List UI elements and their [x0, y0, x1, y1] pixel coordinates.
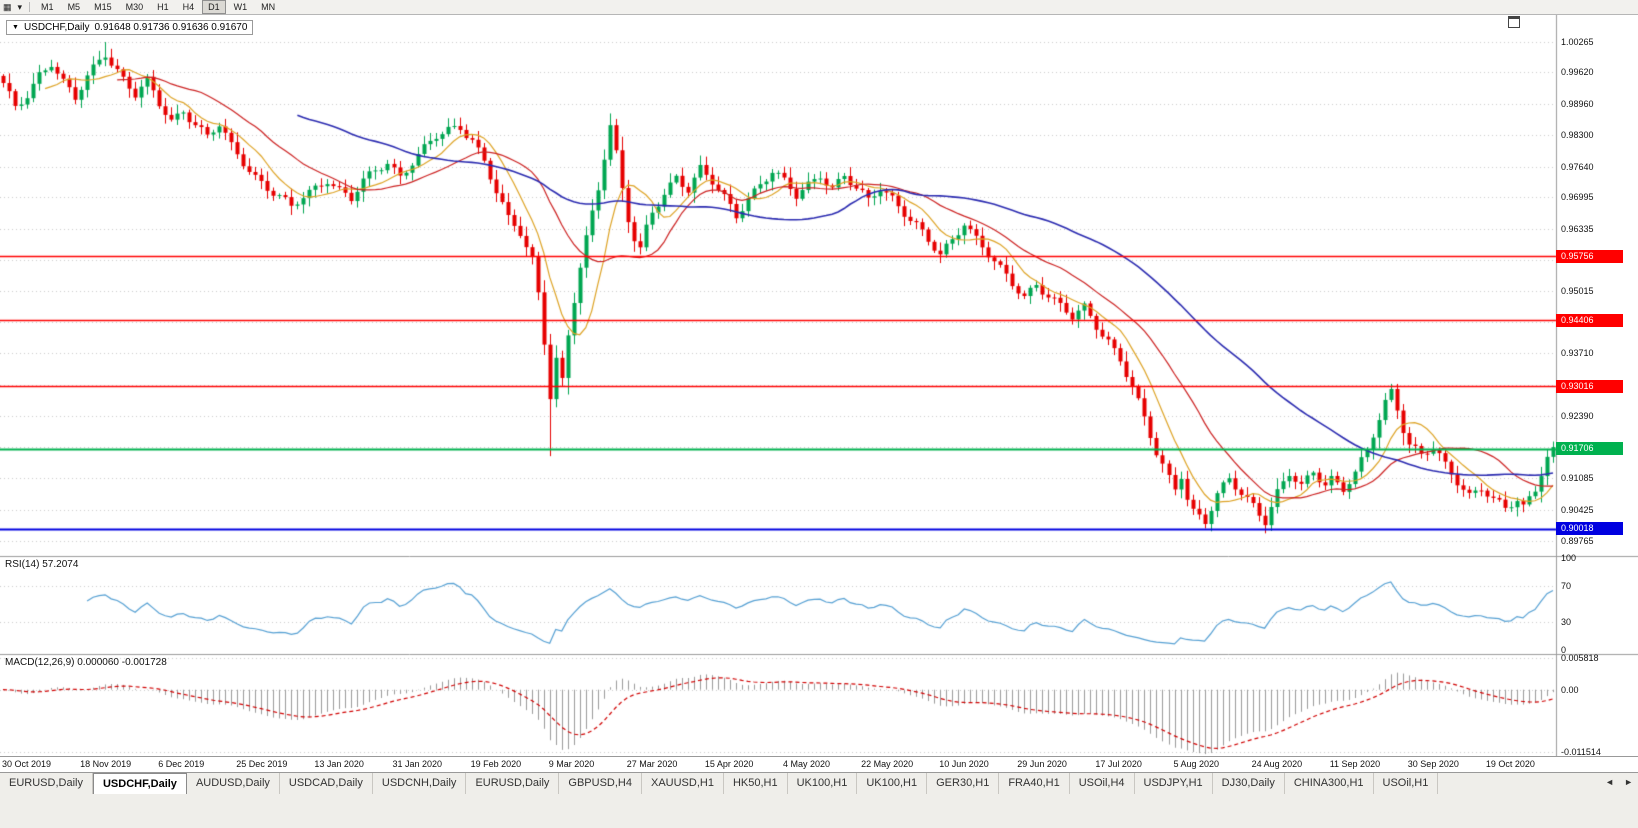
chart-tab-usdchf-daily[interactable]: USDCHF,Daily	[92, 773, 187, 794]
date-tick-label: 6 Dec 2019	[158, 759, 205, 769]
rsi-indicator-label: RSI(14) 57.2074	[5, 559, 79, 570]
date-tick-label: 11 Sep 2020	[1329, 759, 1381, 769]
date-tick-label: 18 Nov 2019	[80, 759, 132, 769]
date-tick-label: 15 Apr 2020	[704, 759, 754, 769]
date-tick-label: 27 Mar 2020	[626, 759, 678, 769]
date-tick-label: 13 Jan 2020	[314, 759, 364, 769]
chart-tab-usoil-h1[interactable]: USOil,H1	[1374, 773, 1439, 794]
timeframe-button-m30[interactable]: M30	[125, 2, 144, 12]
chart-tab-usoil-h4[interactable]: USOil,H4	[1070, 773, 1135, 794]
chart-tab-china300-h1[interactable]: CHINA300,H1	[1285, 773, 1374, 794]
date-tick-label: 17 Jul 2020	[1095, 759, 1142, 769]
date-tick-label: 30 Sep 2020	[1407, 759, 1459, 769]
date-tick-label: 29 Jun 2020	[1017, 759, 1067, 769]
chart-tab-uk100-h1[interactable]: UK100,H1	[857, 773, 928, 794]
tab-scroll-controls: ◄ ►	[1602, 776, 1636, 788]
price-chart-canvas[interactable]	[0, 0, 1638, 756]
macd-indicator-label: MACD(12,26,9) 0.000060 -0.001728	[5, 657, 167, 668]
chart-type-icon[interactable]: ▦	[3, 2, 12, 12]
toolbar-separator	[29, 2, 31, 12]
chart-tab-uk100-h1[interactable]: UK100,H1	[788, 773, 858, 794]
date-tick-label: 19 Oct 2020	[1485, 759, 1535, 769]
date-tick-label: 24 Aug 2020	[1251, 759, 1303, 769]
timeframe-toolbar: ▦ ▾ M1 M5 M15 M30 H1 H4 D1 W1 MN	[0, 0, 1638, 15]
timeframe-button-group: M1 M5 M15 M30 H1 H4 D1 W1 MN	[34, 0, 282, 14]
date-tick-label: 22 May 2020	[861, 759, 914, 769]
date-tick-label: 10 Jun 2020	[939, 759, 989, 769]
tabs-scroll-right-icon[interactable]: ►	[1624, 777, 1633, 787]
date-axis[interactable]: 30 Oct 2019 18 Nov 2019 6 Dec 2019 25 Dec 2…	[0, 756, 1638, 773]
symbol-name: USDCHF,Daily	[23, 22, 90, 33]
date-tick-label: 25 Dec 2019	[236, 759, 288, 769]
chart-tab-audusd-daily[interactable]: AUDUSD,Daily	[187, 773, 280, 794]
date-tick-label: 30 Oct 2019	[2, 759, 52, 769]
timeframe-button-w1[interactable]: W1	[233, 2, 248, 12]
chart-tab-bar: EURUSD,Daily USDCHF,Daily AUDUSD,Daily USDC…	[0, 772, 1638, 828]
restore-window-icon[interactable]	[1508, 16, 1520, 28]
chart-tab-eurusd-daily[interactable]: EURUSD,Daily	[0, 773, 93, 794]
chart-tab-usdcnh-daily[interactable]: USDCNH,Daily	[373, 773, 467, 794]
chart-tab-gbpusd-h4[interactable]: GBPUSD,H4	[559, 773, 642, 794]
date-tick-label: 31 Jan 2020	[392, 759, 443, 769]
timeframe-button-d1[interactable]: D1	[202, 0, 226, 14]
symbol-ohlc-values: 0.91648 0.91736 0.91636 0.91670	[94, 22, 248, 33]
chart-type-dropdown-caret-icon[interactable]: ▾	[17, 2, 23, 12]
date-tick-label: 9 Mar 2020	[548, 759, 595, 769]
timeframe-button-m1[interactable]: M1	[41, 2, 54, 12]
timeframe-button-m5[interactable]: M5	[67, 2, 81, 12]
date-tick-label: 5 Aug 2020	[1173, 759, 1220, 769]
timeframe-button-mn[interactable]: MN	[261, 2, 276, 12]
timeframe-button-m15[interactable]: M15	[94, 2, 112, 12]
chart-tab-eurusd-daily[interactable]: EURUSD,Daily	[466, 773, 560, 794]
chart-tab-dj30-daily[interactable]: DJ30,Daily	[1213, 773, 1285, 794]
date-tick-label: 19 Feb 2020	[470, 759, 522, 769]
chart-symbol-header: ▼ USDCHF,Daily 0.91648 0.91736 0.91636 0…	[6, 20, 254, 35]
chart-tab-usdcad-daily[interactable]: USDCAD,Daily	[280, 773, 373, 794]
symbol-marker-icon: ▼	[12, 23, 19, 31]
chart-tab-usdjpy-h1[interactable]: USDJPY,H1	[1135, 773, 1213, 794]
timeframe-button-h4[interactable]: H4	[182, 2, 195, 12]
timeframe-button-h1[interactable]: H1	[157, 2, 169, 12]
chart-tab-xauusd-h1[interactable]: XAUUSD,H1	[642, 773, 724, 794]
tabs-scroll-left-icon[interactable]: ◄	[1605, 777, 1615, 787]
chart-tab-hk50-h1[interactable]: HK50,H1	[724, 773, 788, 794]
chart-tab-strip: EURUSD,Daily USDCHF,Daily AUDUSD,Daily USDC…	[0, 773, 1638, 794]
chart-tab-fra40-h1[interactable]: FRA40,H1	[999, 773, 1070, 794]
date-tick-label: 4 May 2020	[783, 759, 831, 769]
chart-tab-ger30-h1[interactable]: GER30,H1	[927, 773, 1000, 794]
